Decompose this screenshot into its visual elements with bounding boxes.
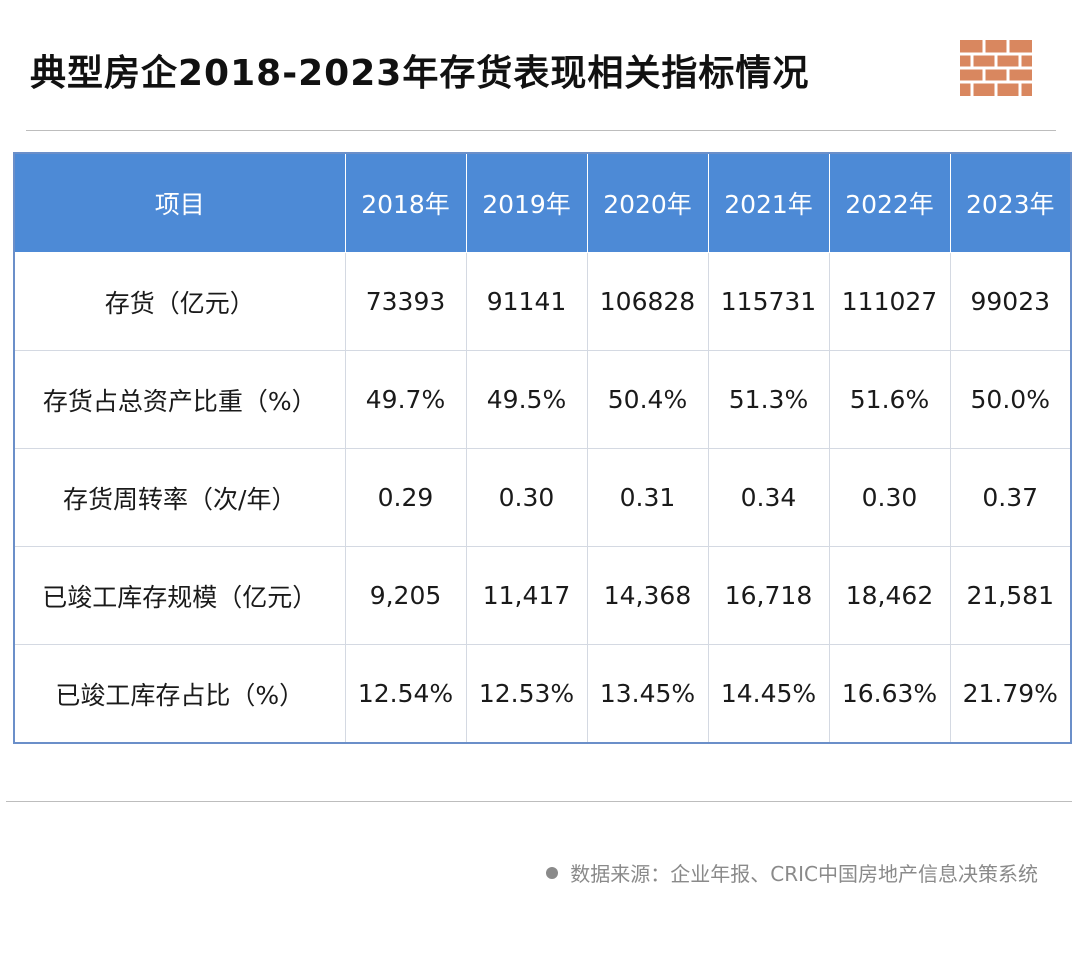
table-cell: 18,462 [828, 546, 951, 645]
table-cell: 111027 [828, 252, 951, 351]
table-cell: 12.54% [344, 644, 467, 744]
table-cell: 16.63% [828, 644, 951, 744]
table-row: 已竣工库存占比（%） 12.54% 12.53% 13.45% 14.45% 1… [13, 644, 1072, 744]
table-row: 存货周转率（次/年） 0.29 0.30 0.31 0.34 0.30 0.37 [13, 448, 1072, 547]
table-cell: 14,368 [586, 546, 709, 645]
table-cell: 50.4% [586, 350, 709, 449]
row-label: 已竣工库存规模（亿元） [13, 546, 346, 645]
table-header-row: 项目 2018年 2019年 2020年 2021年 2022年 2023年 [13, 152, 1072, 253]
header-year: 2020年 [586, 152, 709, 253]
table-cell: 0.34 [707, 448, 830, 547]
table-cell: 115731 [707, 252, 830, 351]
table-cell: 51.6% [828, 350, 951, 449]
table-cell: 0.30 [465, 448, 588, 547]
source-text: 数据来源：企业年报、CRIC中国房地产信息决策系统 [570, 862, 1038, 886]
table-cell: 91141 [465, 252, 588, 351]
row-label: 存货（亿元） [13, 252, 346, 351]
table-cell: 13.45% [586, 644, 709, 744]
inventory-metrics-table: 项目 2018年 2019年 2020年 2021年 2022年 2023年 存… [13, 152, 1072, 744]
header-year: 2022年 [828, 152, 951, 253]
table-cell: 21,581 [949, 546, 1072, 645]
bottom-divider [6, 801, 1072, 802]
table-cell: 16,718 [707, 546, 830, 645]
table-cell: 9,205 [344, 546, 467, 645]
table-row: 已竣工库存规模（亿元） 9,205 11,417 14,368 16,718 1… [13, 546, 1072, 645]
table-cell: 0.30 [828, 448, 951, 547]
table-grid-icon [960, 40, 1032, 96]
table-cell: 14.45% [707, 644, 830, 744]
header-year: 2023年 [949, 152, 1072, 253]
header-year: 2021年 [707, 152, 830, 253]
table-cell: 50.0% [949, 350, 1072, 449]
top-divider [26, 130, 1056, 131]
table-cell: 49.7% [344, 350, 467, 449]
header-year: 2019年 [465, 152, 588, 253]
page-title: 典型房企2018-2023年存货表现相关指标情况 [30, 53, 810, 94]
header-item: 项目 [13, 152, 346, 253]
source-note: 数据来源：企业年报、CRIC中国房地产信息决策系统 [546, 858, 1038, 887]
table-cell: 73393 [344, 252, 467, 351]
table-cell: 12.53% [465, 644, 588, 744]
table-cell: 106828 [586, 252, 709, 351]
table-cell: 0.31 [586, 448, 709, 547]
table-cell: 0.29 [344, 448, 467, 547]
table-cell: 49.5% [465, 350, 588, 449]
row-label: 已竣工库存占比（%） [13, 644, 346, 744]
bullet-dot-icon [546, 867, 559, 879]
table-cell: 21.79% [949, 644, 1072, 744]
table-cell: 99023 [949, 252, 1072, 351]
table-cell: 0.37 [949, 448, 1072, 547]
table-row: 存货占总资产比重（%） 49.7% 49.5% 50.4% 51.3% 51.6… [13, 350, 1072, 449]
table-row: 存货（亿元） 73393 91141 106828 115731 111027 … [13, 252, 1072, 351]
table-cell: 11,417 [465, 546, 588, 645]
table-cell: 51.3% [707, 350, 830, 449]
header-year: 2018年 [344, 152, 467, 253]
row-label: 存货周转率（次/年） [13, 448, 346, 547]
row-label: 存货占总资产比重（%） [13, 350, 346, 449]
